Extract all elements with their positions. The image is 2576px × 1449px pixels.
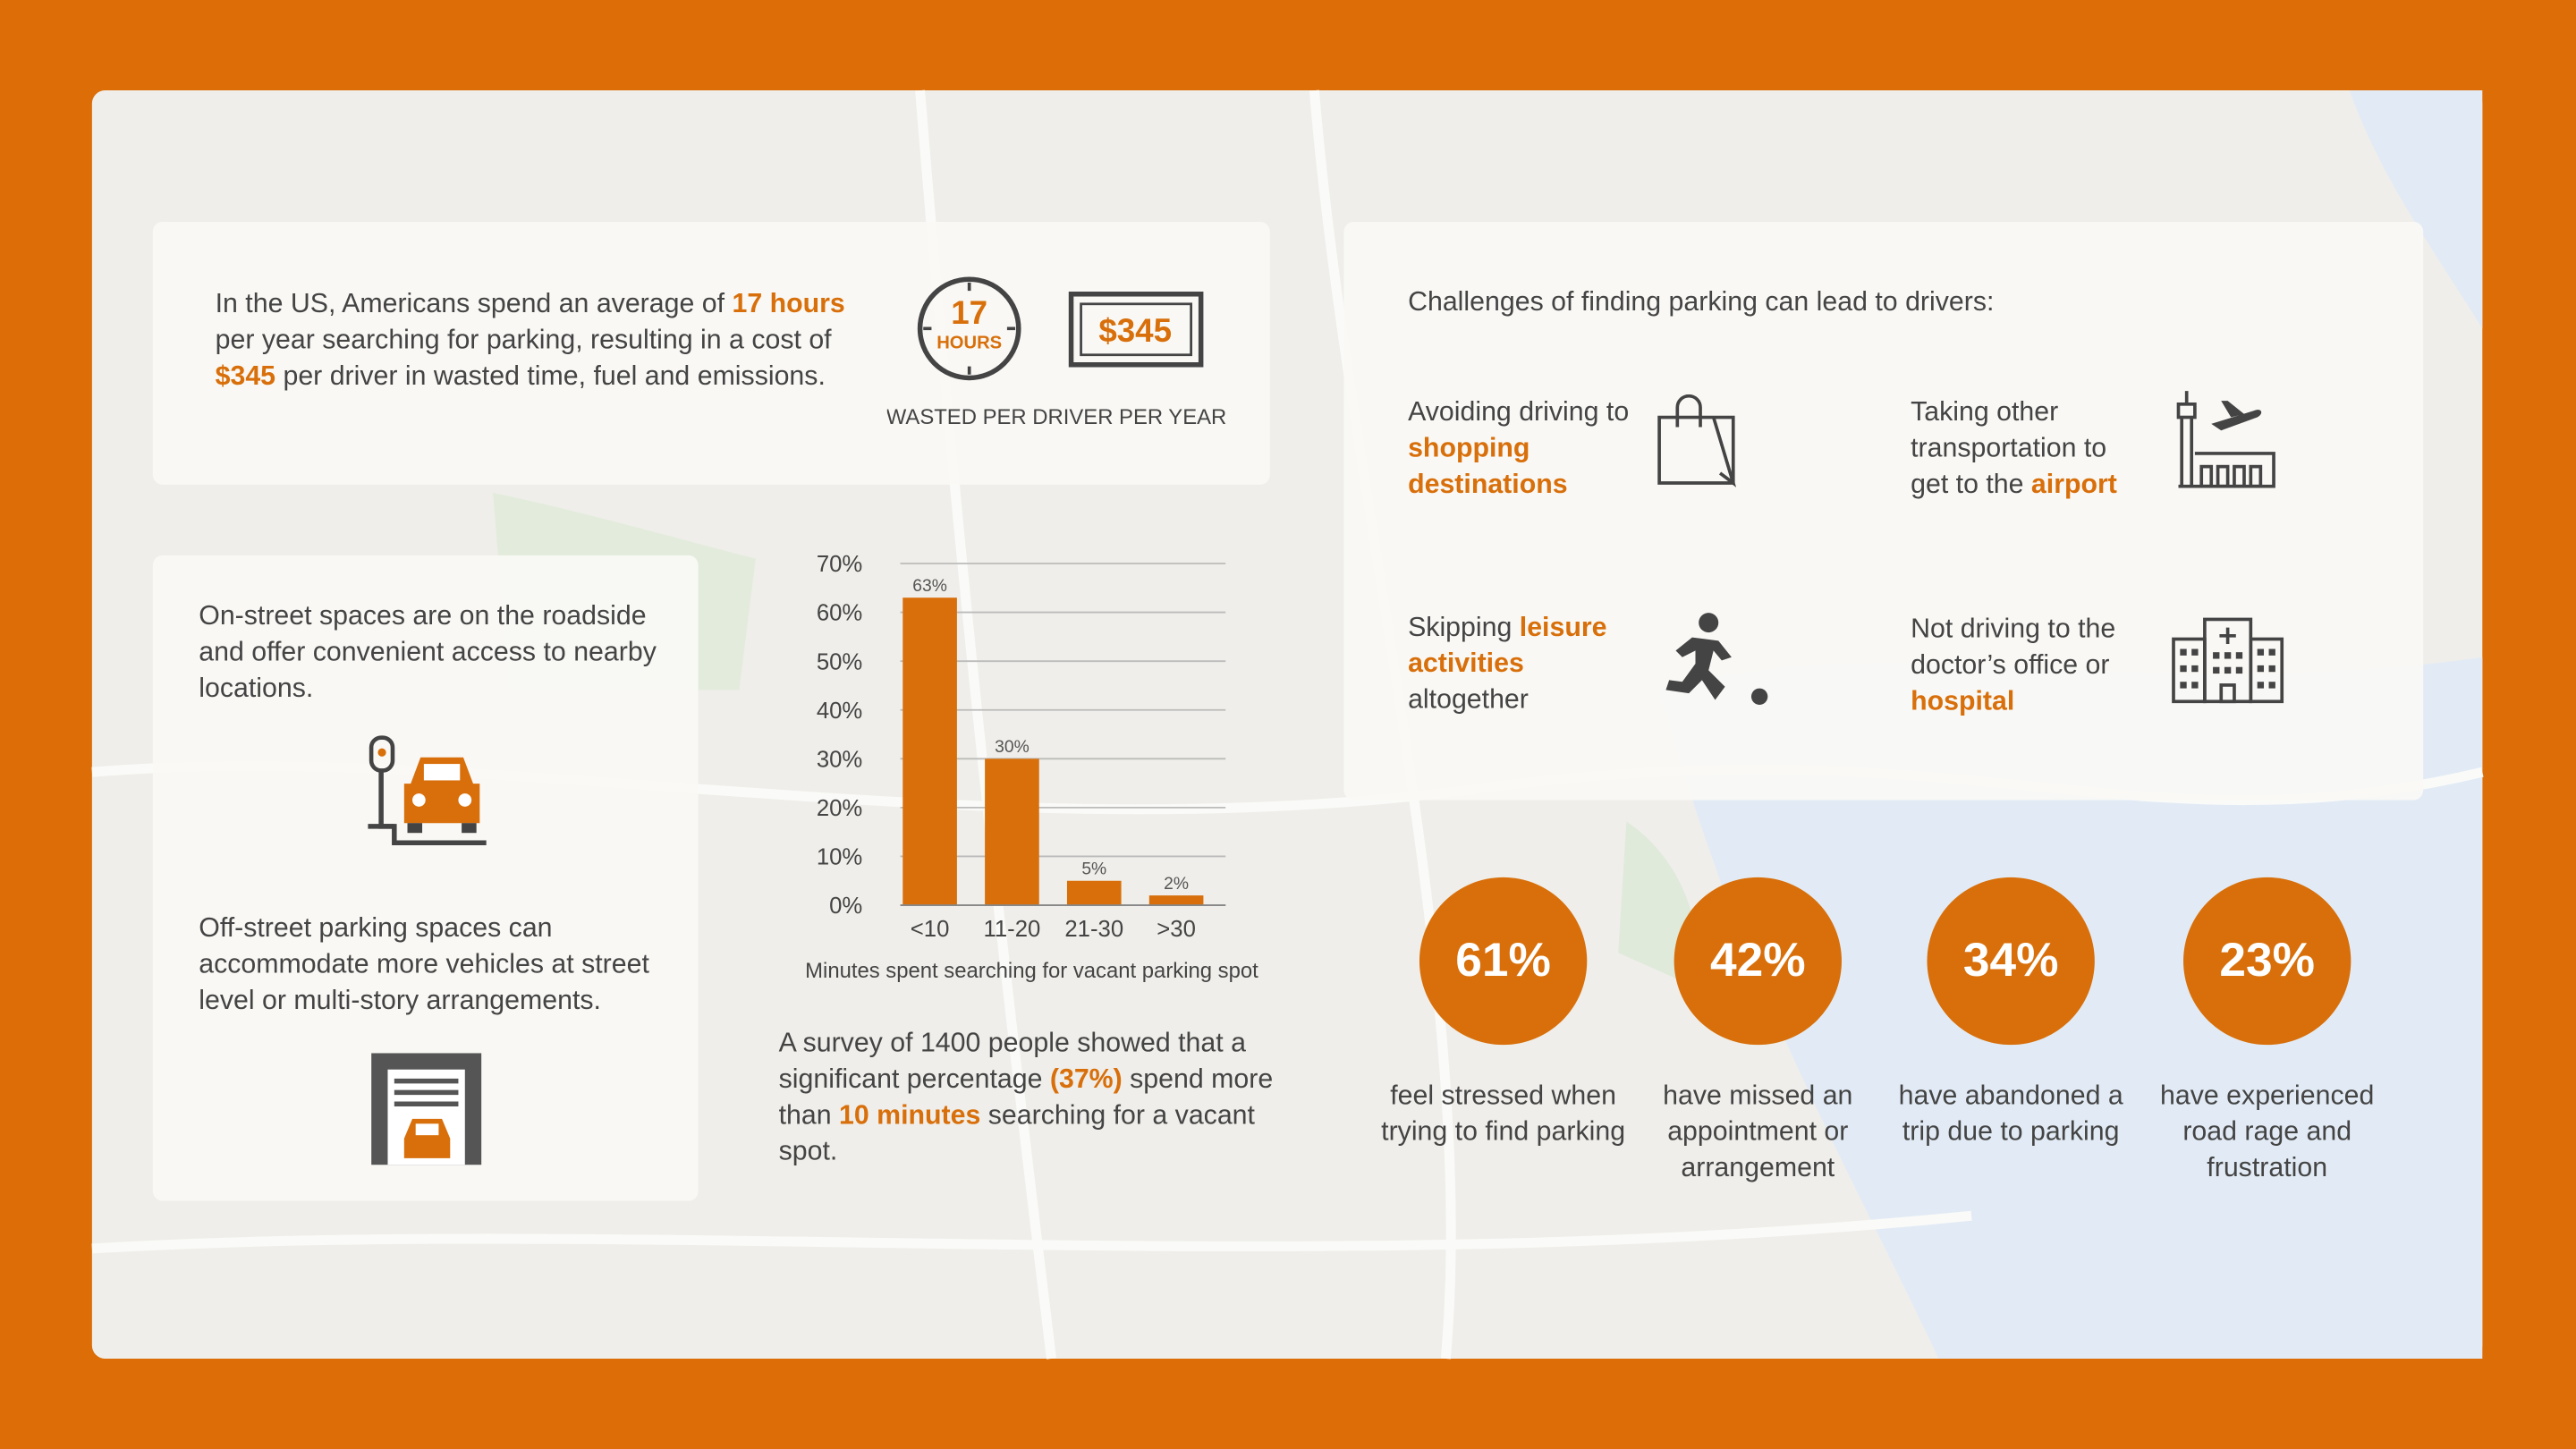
stat-circle: 34% bbox=[1927, 877, 2095, 1046]
bar bbox=[902, 597, 957, 906]
challenge-item: Not driving to the doctor’s office or ho… bbox=[1911, 611, 2148, 719]
y-tick-label: 0% bbox=[829, 894, 862, 919]
value-label: 5% bbox=[1081, 860, 1106, 878]
highlight-text: shopping destinations bbox=[1408, 433, 1568, 500]
text-segment: Skipping bbox=[1408, 613, 1520, 643]
x-tick-label: 21-30 bbox=[1064, 917, 1123, 942]
text-segment: altogether bbox=[1408, 684, 1529, 715]
badges: 17 HOURS $345 WASTED PER DRIVER PER YEAR bbox=[887, 276, 1226, 429]
y-tick-label: 60% bbox=[817, 601, 862, 626]
text-segment: Not driving to the doctor’s office or bbox=[1911, 614, 2116, 681]
off-street-text: Off-street parking spaces can accommodat… bbox=[199, 913, 649, 1016]
x-tick-label: 11-20 bbox=[984, 917, 1041, 942]
on-street-icon bbox=[368, 735, 487, 846]
bar bbox=[1066, 880, 1122, 906]
text-segment: per driver in wasted time, fuel and emis… bbox=[275, 361, 826, 392]
y-tick-label: 10% bbox=[817, 845, 862, 870]
stat-label: feel stressed when trying to find parkin… bbox=[1381, 1080, 1626, 1148]
highlight-text: 17 hours bbox=[732, 289, 845, 319]
x-axis-label: Minutes spent searching for vacant parki… bbox=[805, 959, 1258, 983]
value-label: 2% bbox=[1164, 875, 1189, 894]
cost-badge: $345 bbox=[1098, 312, 1172, 349]
y-tick-label: 40% bbox=[817, 699, 862, 724]
y-tick-label: 70% bbox=[817, 552, 862, 577]
y-tick-label: 50% bbox=[817, 649, 862, 674]
text-segment: spend more than bbox=[778, 1064, 1274, 1131]
challenges-title: Challenges of finding parking can lead t… bbox=[1408, 287, 1995, 318]
highlight-text: 10 minutes bbox=[839, 1100, 981, 1131]
hours-unit: HOURS bbox=[936, 333, 1002, 352]
challenge-item: Skipping leisure activities altogether bbox=[1408, 609, 1630, 717]
on-street-text: On-street spaces are on the roadside and… bbox=[199, 601, 657, 704]
leisure-icon bbox=[1665, 613, 1768, 705]
highlight-text: airport bbox=[2030, 470, 2117, 500]
value-label: 30% bbox=[995, 738, 1030, 757]
highlight-text: hospital bbox=[1911, 686, 2015, 716]
y-tick-label: 20% bbox=[817, 796, 862, 821]
text-segment: Taking other transportation to get to th… bbox=[1911, 397, 2107, 500]
stat-label: have experienced road rage and frustrati… bbox=[2160, 1080, 2375, 1183]
hours-number: 17 bbox=[951, 294, 987, 331]
x-tick-label: >30 bbox=[1157, 917, 1196, 942]
badge-caption: WASTED PER DRIVER PER YEAR bbox=[887, 405, 1226, 429]
hospital-icon bbox=[2172, 617, 2284, 704]
text-segment: Avoiding driving to bbox=[1408, 397, 1630, 428]
off-street-icon bbox=[371, 1053, 482, 1165]
text-segment: per year searching for parking, resultin… bbox=[215, 325, 832, 355]
highlight-text: (37%) bbox=[1049, 1064, 1123, 1095]
stat-circle: 23% bbox=[2183, 877, 2351, 1046]
intro-text: In the US, Americans spend an average of… bbox=[216, 286, 873, 394]
x-tick-label: <10 bbox=[911, 917, 950, 942]
highlight-text: $345 bbox=[215, 361, 276, 392]
shopping-icon bbox=[1657, 394, 1737, 487]
stat-label: have missed an appointment or arrangemen… bbox=[1663, 1080, 1853, 1183]
airport-icon bbox=[2176, 391, 2275, 488]
y-tick-label: 30% bbox=[817, 747, 862, 772]
challenges-panel bbox=[1343, 221, 2424, 801]
text-segment: A survey of 1400 people showed that a si… bbox=[778, 1028, 1246, 1095]
stat-label: have abandoned a trip due to parking bbox=[1898, 1080, 2123, 1148]
challenge-item: Avoiding driving to shopping destination… bbox=[1408, 394, 1630, 503]
highlight-text: leisure activities bbox=[1408, 613, 1607, 679]
stat-circle: 61% bbox=[1419, 877, 1588, 1046]
bar bbox=[1148, 895, 1204, 906]
bar bbox=[985, 758, 1039, 906]
survey-text: A survey of 1400 people showed that a si… bbox=[779, 1025, 1280, 1170]
challenge-item: Taking other transportation to get to th… bbox=[1911, 394, 2148, 503]
text-segment: searching for a vacant spot. bbox=[778, 1100, 1255, 1167]
text-segment: In the US, Americans spend an average of bbox=[215, 289, 733, 319]
stat-circle: 42% bbox=[1674, 877, 1842, 1046]
value-label: 63% bbox=[912, 577, 947, 596]
stat-panel bbox=[152, 221, 1270, 485]
